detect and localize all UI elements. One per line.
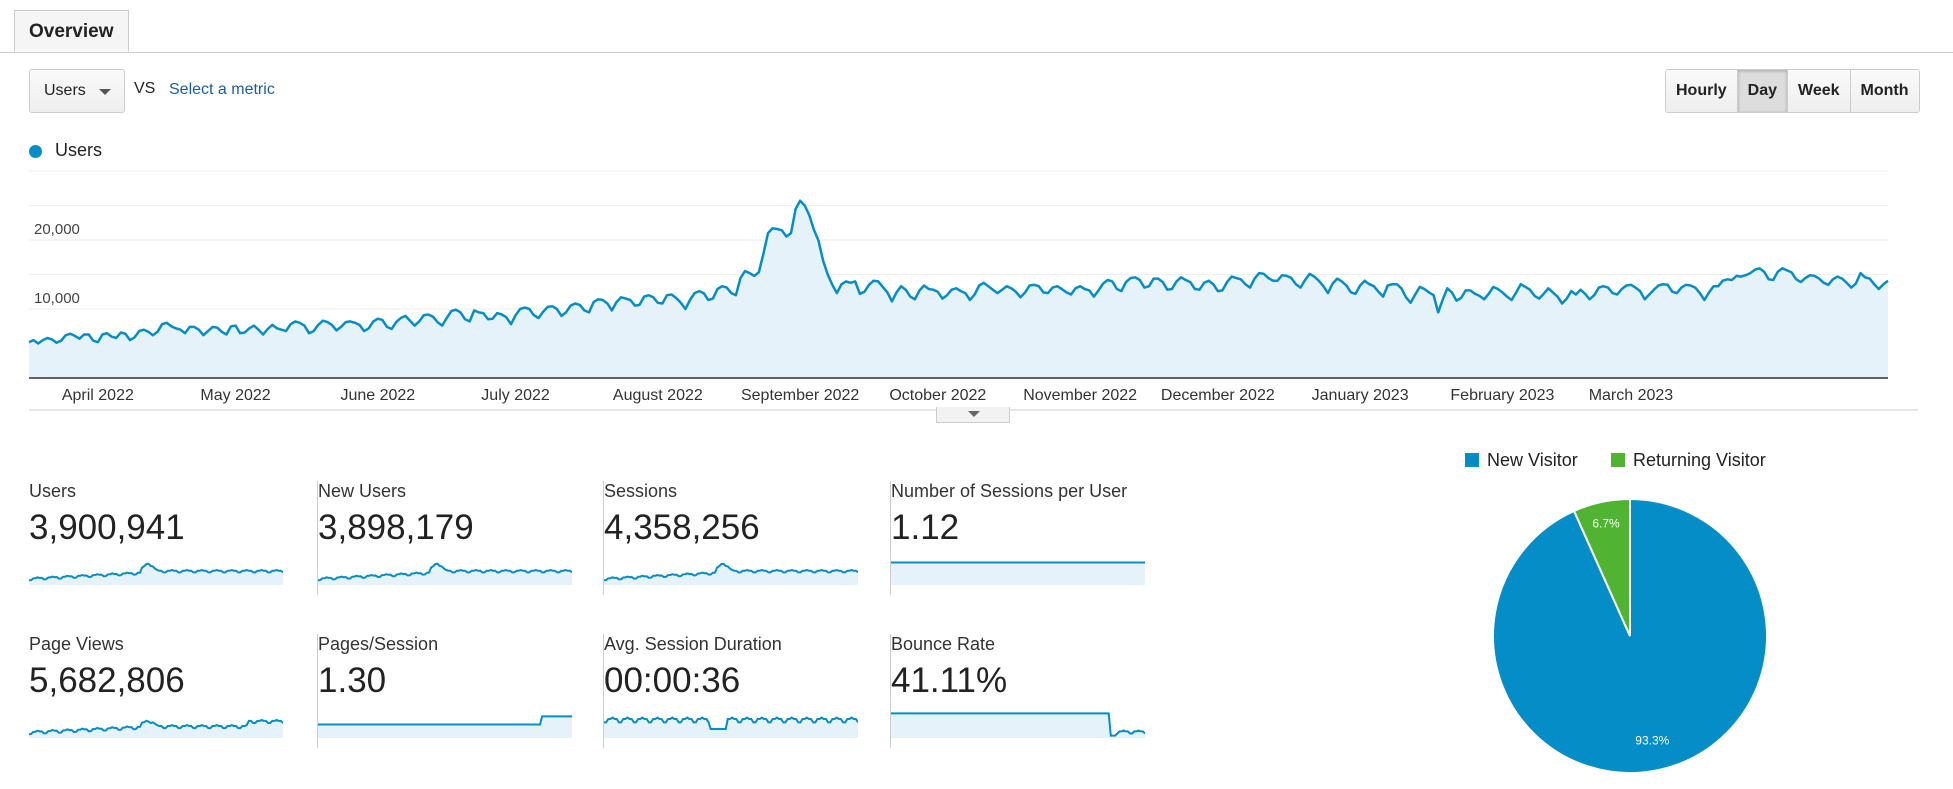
stat-label: Bounce Rate bbox=[891, 634, 996, 654]
x-tick-label: October 2022 bbox=[889, 387, 986, 404]
users-line-chart: 10,000 20,000 30,000 April 2022 May 2022 June… bbox=[28, 168, 1918, 411]
y-tick-label: 10,000 bbox=[34, 290, 80, 307]
x-tick-label: September 2022 bbox=[741, 387, 859, 404]
stat-label: Pages/Session bbox=[318, 634, 439, 654]
chart-collapse-handle[interactable] bbox=[936, 407, 1010, 423]
sparkline-line bbox=[318, 562, 572, 582]
sparkline-fill bbox=[318, 563, 572, 585]
x-tick-label: August 2022 bbox=[613, 387, 703, 404]
week-button[interactable]: Week bbox=[1788, 70, 1851, 112]
stat-sparkline bbox=[318, 562, 572, 585]
stat-value: 5,682,806 bbox=[29, 661, 185, 700]
stat-divider bbox=[890, 481, 891, 595]
stat-sparkline bbox=[29, 718, 283, 738]
sparkline-fill bbox=[891, 713, 1145, 738]
returning-visitor-swatch bbox=[1611, 453, 1625, 467]
stat-divider bbox=[603, 634, 604, 748]
stat-label: Users bbox=[29, 481, 77, 501]
granularity-toggle: Hourly Day Week Month bbox=[1665, 69, 1920, 113]
x-tick-label: January 2023 bbox=[1312, 387, 1409, 404]
pie-slice-label: 93.3% bbox=[1635, 734, 1669, 748]
sparkline-fill bbox=[318, 716, 572, 738]
month-button[interactable]: Month bbox=[1850, 70, 1919, 112]
stat-sparkline bbox=[604, 562, 858, 585]
stat-card[interactable]: Page Views 5,682,806 bbox=[29, 634, 316, 752]
stat-sparkline bbox=[891, 561, 1145, 585]
stat-value: 4,358,256 bbox=[604, 508, 760, 547]
x-tick-label: December 2022 bbox=[1161, 387, 1275, 404]
x-tick-label: March 2023 bbox=[1589, 387, 1674, 404]
sparkline-fill bbox=[29, 720, 283, 738]
hourly-button[interactable]: Hourly bbox=[1666, 70, 1738, 112]
stat-divider bbox=[603, 481, 604, 595]
sparkline-fill bbox=[29, 563, 283, 585]
vs-label: VS bbox=[134, 80, 156, 97]
sparkline-fill bbox=[891, 562, 1145, 585]
select-metric-link[interactable]: Select a metric bbox=[169, 81, 275, 98]
pie-legend-new-label: New Visitor bbox=[1487, 450, 1578, 470]
stat-card[interactable]: Bounce Rate 41.11% bbox=[890, 634, 1178, 752]
stat-sparkline bbox=[891, 712, 1145, 738]
stat-label: Avg. Session Duration bbox=[604, 634, 782, 654]
pie-slice[interactable] bbox=[1572, 497, 1631, 637]
sparkline-fill bbox=[604, 717, 858, 738]
stat-value: 3,898,179 bbox=[318, 508, 474, 547]
stat-card[interactable]: Number of Sessions per User 1.12 bbox=[890, 481, 1178, 599]
stat-divider bbox=[317, 481, 318, 595]
sparkline-line bbox=[604, 562, 858, 582]
stat-card[interactable]: Avg. Session Duration 00:00:36 bbox=[603, 634, 891, 752]
stat-card[interactable]: Pages/Session 1.30 bbox=[317, 634, 605, 752]
metric-select[interactable]: Users bbox=[29, 69, 125, 113]
sparkline-line bbox=[891, 712, 1145, 737]
x-tick-label: April 2022 bbox=[62, 387, 134, 404]
users-series-line bbox=[28, 199, 1889, 345]
stat-label: Page Views bbox=[29, 634, 124, 654]
y-tick-label: 20,000 bbox=[34, 221, 80, 238]
users-area-fill bbox=[29, 200, 1888, 378]
sparkline-line bbox=[318, 715, 572, 726]
day-button[interactable]: Day bbox=[1737, 70, 1789, 112]
pie-legend-new: New Visitor bbox=[1465, 450, 1578, 471]
chevron-down-icon bbox=[968, 411, 980, 417]
new-visitor-swatch bbox=[1465, 453, 1479, 467]
stat-sparkline bbox=[604, 716, 858, 738]
sparkline-fill bbox=[604, 563, 858, 585]
users-legend-dot bbox=[29, 145, 42, 158]
caret-down-icon bbox=[99, 89, 111, 95]
stat-value: 00:00:36 bbox=[604, 661, 741, 700]
users-legend-label: Users bbox=[55, 140, 103, 160]
stat-divider bbox=[890, 634, 891, 748]
stat-label: Sessions bbox=[604, 481, 678, 501]
stat-sparkline bbox=[29, 562, 283, 585]
stat-value: 3,900,941 bbox=[29, 508, 185, 547]
pie-slice-label: 6.7% bbox=[1592, 517, 1620, 531]
sparkline-line bbox=[29, 718, 283, 736]
metric-select-value: Users bbox=[44, 82, 86, 99]
x-tick-label: February 2023 bbox=[1450, 387, 1554, 404]
tab-bar: Overview bbox=[0, 0, 1953, 53]
stat-card[interactable]: Sessions 4,358,256 bbox=[603, 481, 891, 599]
pie-legend-returning-label: Returning Visitor bbox=[1633, 450, 1766, 470]
sparkline-line bbox=[604, 716, 858, 730]
stat-sparkline bbox=[318, 715, 572, 738]
stat-card[interactable]: New Users 3,898,179 bbox=[317, 481, 605, 599]
x-tick-label: May 2022 bbox=[200, 387, 270, 404]
stat-divider bbox=[317, 634, 318, 748]
tab-overview[interactable]: Overview bbox=[14, 10, 129, 52]
pie-legend-returning: Returning Visitor bbox=[1611, 450, 1766, 471]
stat-value: 1.12 bbox=[891, 508, 960, 547]
x-tick-label: November 2022 bbox=[1023, 387, 1137, 404]
stat-label: New Users bbox=[318, 481, 407, 501]
stat-label: Number of Sessions per User bbox=[891, 481, 1128, 501]
sparkline-line bbox=[29, 562, 283, 582]
y-tick-label: 30,000 bbox=[34, 168, 80, 169]
visitor-pie-chart: 93.3% 6.7% bbox=[1492, 497, 1768, 774]
x-tick-label: July 2022 bbox=[481, 387, 550, 404]
stat-value: 1.30 bbox=[318, 661, 387, 700]
x-tick-label: June 2022 bbox=[340, 387, 415, 404]
stat-card[interactable]: Users 3,900,941 bbox=[29, 481, 316, 599]
stat-value: 41.11% bbox=[891, 661, 1008, 700]
